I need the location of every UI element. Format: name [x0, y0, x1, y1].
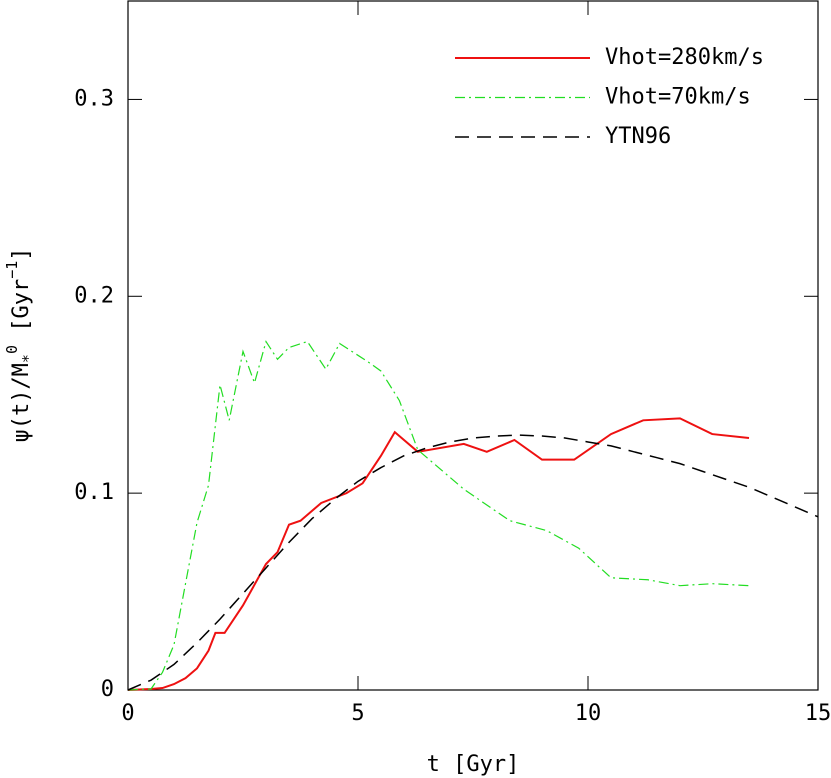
x-tick-label: 0: [121, 701, 134, 726]
y-label-sup: 0: [3, 345, 21, 354]
x-tick-label: 10: [575, 701, 602, 726]
data-line: [127, 340, 750, 691]
plot-frame: [127, 0, 819, 691]
legend-label: YTN96: [605, 124, 671, 149]
x-tick-label: 15: [805, 701, 831, 726]
y-tick-label: 0.1: [74, 480, 114, 505]
y-axis-label: ψ(t)/M*0 [Gyr−1]: [3, 247, 37, 442]
y-tick-label: 0: [101, 677, 114, 702]
y-tick-label: 0.2: [74, 283, 114, 308]
y-label-close: ]: [9, 247, 34, 260]
y-label-main: ψ(t)/M: [9, 363, 34, 442]
legend-label: Vhot=280km/s: [605, 45, 764, 70]
data-line: [127, 417, 750, 691]
legend-label: Vhot=70km/s: [605, 85, 751, 110]
y-tick-label: 0.3: [74, 86, 114, 111]
x-axis-label: t [Gyr]: [427, 752, 520, 777]
y-label-sub: *: [19, 354, 37, 363]
x-tick-label: 5: [351, 701, 364, 726]
y-label-unit-sup: −1: [3, 261, 21, 279]
y-label-unit: [Gyr: [9, 279, 34, 345]
data-line: [127, 434, 819, 691]
